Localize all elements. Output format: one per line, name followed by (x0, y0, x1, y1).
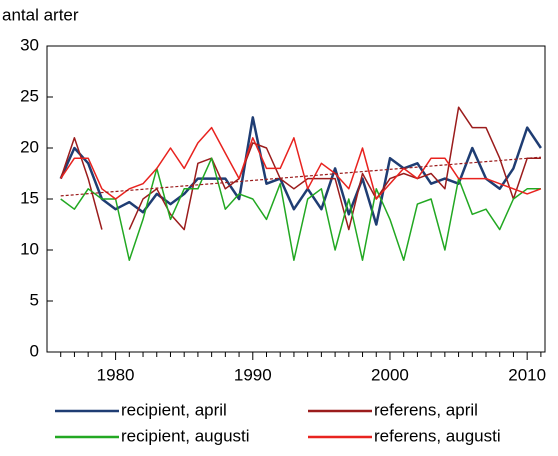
y-axis-label: antal arter (2, 5, 79, 24)
y-tick-label: 25 (20, 86, 39, 105)
legend-label: referens, augusti (374, 426, 501, 445)
y-tick-label: 20 (20, 137, 39, 156)
x-tick-label: 1980 (97, 365, 135, 384)
series-line (59, 116, 542, 226)
y-tick-label: 10 (20, 239, 39, 258)
series-line (59, 106, 541, 231)
plot-frame (46, 45, 546, 353)
y-tick-label: 5 (30, 290, 39, 309)
trend-line (60, 156, 541, 197)
legend-label: referens, april (374, 400, 478, 419)
series-line (60, 126, 542, 200)
legend-label: recipient, april (121, 400, 227, 419)
x-tick-label: 2000 (371, 365, 409, 384)
y-tick-label: 30 (20, 35, 39, 54)
x-tick-label: 1990 (234, 365, 272, 384)
x-tick-label: 2010 (508, 365, 546, 384)
legend-label: recipient, augusti (121, 426, 250, 445)
y-tick-label: 0 (30, 341, 39, 360)
y-tick-label: 15 (20, 188, 39, 207)
series-line (60, 157, 541, 261)
